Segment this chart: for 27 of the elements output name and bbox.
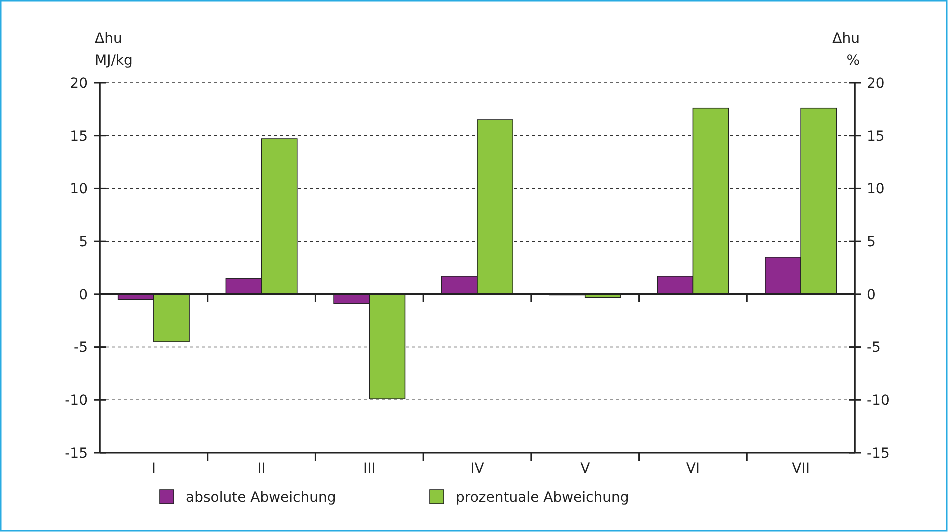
legend-label: prozentuale Abweichung [456,490,630,506]
y-tick-label: 15 [70,128,88,145]
y-tick-label: 5 [79,234,88,250]
y2-tick-label: 10 [867,182,885,198]
x-tick-label: II [258,461,266,477]
x-tick-label: III [363,461,376,477]
x-tick-label: VII [792,461,810,477]
y2-tick-label: 5 [867,234,876,250]
y2-axis-title: Δhu % [832,31,860,69]
x-tick-label: IV [470,461,485,477]
y-tick-label: 20 [70,76,88,92]
y2-tick-label: -15 [867,446,890,462]
x-tick-label: V [580,461,591,477]
y-tick-label: 0 [79,287,88,304]
y-axis-title: Δhu MJ/kg [95,31,133,69]
y-tick-label: -10 [65,393,88,410]
y2-tick-label: 20 [867,76,885,92]
legend-label: absolute Abweichung [186,490,336,506]
y2-tick-label: 0 [867,287,876,304]
y2-tick-label: -10 [867,393,890,410]
y-tick-label: -5 [74,340,88,356]
y-tick-label: 10 [70,182,88,198]
y2-tick-label: -5 [867,340,881,356]
x-tick-label: I [152,461,156,477]
y-tick-label: -15 [65,446,88,462]
x-tick-label: VI [686,461,700,477]
y2-tick-label: 15 [867,128,885,145]
